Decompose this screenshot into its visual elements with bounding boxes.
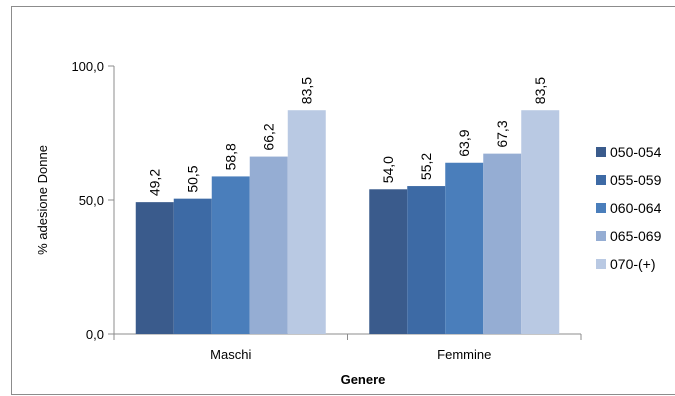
bar-055-059 [173, 198, 212, 334]
x-tick-label: Maschi [210, 347, 251, 362]
bar-050-054 [135, 202, 174, 334]
legend-label: 055-059 [610, 172, 662, 188]
legend-swatch [596, 147, 606, 157]
x-tick-label: Femmine [437, 347, 491, 362]
bar-060-064 [211, 176, 250, 334]
x-axis-title: Genere [341, 372, 386, 387]
bar-055-059 [407, 186, 446, 334]
bar-value-labels: 49,2 50,5 58,8 66,2 83,5 54,0 55,2 63,9 67,3 83,5 [147, 77, 549, 196]
legend-label: 065-069 [610, 228, 662, 244]
y-axis-ticks: 0,0 50,0 100,0 [71, 59, 114, 342]
legend-label: 050-054 [610, 144, 662, 160]
bar-value-label: 66,2 [261, 123, 277, 150]
bar-value-label: 58,8 [223, 143, 239, 170]
bar-070-(+) [287, 110, 326, 334]
bar-value-label: 55,2 [418, 153, 434, 180]
legend-swatch [596, 259, 606, 269]
y-tick-label: 0,0 [86, 327, 104, 342]
legend-swatch [596, 231, 606, 241]
bar-065-069 [249, 156, 288, 334]
bars [135, 110, 560, 334]
bar-value-label: 63,9 [456, 129, 472, 156]
bar-070-(+) [521, 110, 560, 334]
legend-label: 070-(+) [610, 256, 656, 272]
bar-value-label: 83,5 [299, 77, 315, 104]
chart-frame [11, 6, 675, 395]
bar-value-label: 67,3 [494, 120, 510, 147]
y-tick-label: 100,0 [71, 59, 104, 74]
bar-060-064 [445, 162, 484, 334]
legend: 050-054 055-059 060-064 065-069 070-(+) [596, 144, 662, 272]
y-axis-title: % adesione Donne [35, 145, 50, 255]
legend-swatch [596, 203, 606, 213]
bar-050-054 [369, 189, 408, 334]
bar-value-label: 54,0 [380, 156, 396, 183]
y-tick-label: 50,0 [79, 193, 104, 208]
bar-value-label: 50,5 [185, 165, 201, 192]
x-axis-ticks: Maschi Femmine [113, 334, 582, 362]
legend-label: 060-064 [610, 200, 662, 216]
bar-value-label: 49,2 [147, 169, 163, 196]
legend-swatch [596, 175, 606, 185]
bar-065-069 [483, 153, 522, 334]
bar-value-label: 83,5 [532, 77, 548, 104]
